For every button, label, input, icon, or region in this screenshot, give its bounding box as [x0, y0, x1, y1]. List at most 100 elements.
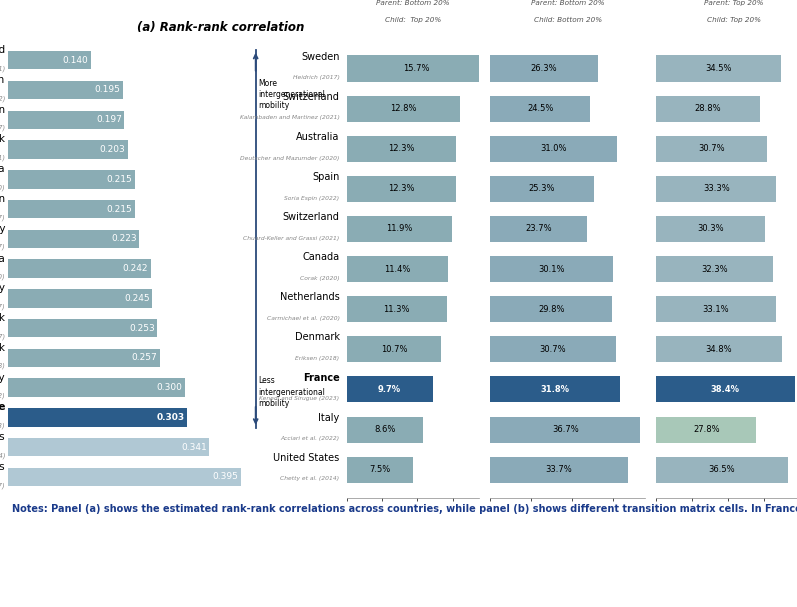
Text: Sweden: Sweden	[301, 52, 340, 62]
Bar	[8, 408, 186, 427]
Text: More
intergenerational
mobility: More intergenerational mobility	[258, 79, 325, 110]
Text: Denmark: Denmark	[0, 313, 5, 323]
Bar	[347, 55, 485, 81]
Bar	[8, 110, 124, 129]
Text: Parent: Bottom 20%: Parent: Bottom 20%	[376, 1, 450, 7]
Text: 33.3%: 33.3%	[703, 185, 729, 194]
Text: Australia: Australia	[0, 164, 5, 174]
Text: 24.5%: 24.5%	[527, 104, 554, 113]
Text: Heidrich (2017): Heidrich (2017)	[0, 125, 5, 131]
Text: 12.8%: 12.8%	[390, 104, 417, 113]
Text: Italy: Italy	[318, 413, 340, 422]
Text: United States: United States	[0, 462, 5, 472]
Text: 25.3%: 25.3%	[528, 185, 556, 194]
Text: 0.395: 0.395	[213, 472, 238, 481]
Text: Heidrich (2017): Heidrich (2017)	[292, 75, 340, 80]
Text: 12.3%: 12.3%	[388, 144, 414, 153]
Text: 0.223: 0.223	[112, 234, 137, 243]
Text: 0.341: 0.341	[181, 443, 206, 452]
Text: Soria Espin (2022): Soria Espin (2022)	[285, 195, 340, 201]
Text: Australia: Australia	[296, 132, 340, 142]
Text: Kenedi and Sirugue (2023): Kenedi and Sirugue (2023)	[0, 422, 5, 429]
Text: 0.203: 0.203	[100, 145, 125, 154]
Text: Sweden: Sweden	[0, 194, 5, 204]
Text: 7.5%: 7.5%	[369, 465, 391, 474]
Bar	[657, 176, 776, 202]
Bar	[347, 136, 456, 162]
Bar	[490, 95, 591, 121]
Text: Soria Espin (2022): Soria Espin (2022)	[0, 95, 5, 101]
Text: 30.1%: 30.1%	[539, 265, 565, 274]
Text: 30.7%: 30.7%	[540, 345, 567, 354]
Text: 0.195: 0.195	[95, 86, 120, 95]
Text: Denmark: Denmark	[295, 333, 340, 342]
Bar	[8, 348, 159, 367]
Bar	[657, 256, 772, 282]
Text: 31.8%: 31.8%	[540, 385, 570, 394]
Bar	[490, 376, 620, 402]
Text: Sweden: Sweden	[0, 104, 5, 115]
Bar	[490, 55, 598, 81]
Text: Netherlands: Netherlands	[280, 293, 340, 302]
Text: (a) Rank-rank correlation: (a) Rank-rank correlation	[136, 21, 304, 34]
Bar	[657, 136, 767, 162]
Text: 10.7%: 10.7%	[381, 345, 407, 354]
Text: 30.3%: 30.3%	[697, 225, 724, 234]
Text: United States: United States	[273, 453, 340, 463]
Text: Helse (2021): Helse (2021)	[0, 155, 5, 161]
Text: 12.3%: 12.3%	[388, 185, 414, 194]
Text: Bratberg et al. (2017): Bratberg et al. (2017)	[0, 304, 5, 310]
Bar	[347, 456, 413, 483]
Text: Germany: Germany	[0, 283, 5, 293]
Text: France: France	[0, 402, 5, 412]
Text: 32.3%: 32.3%	[701, 265, 728, 274]
Bar	[490, 456, 628, 483]
Text: Spain: Spain	[312, 172, 340, 182]
Text: Kenedi and Sirugue (2023): Kenedi and Sirugue (2023)	[260, 396, 340, 401]
Bar	[8, 259, 151, 278]
Text: Landerso and Heckman (2017): Landerso and Heckman (2017)	[0, 333, 5, 340]
Text: 0.197: 0.197	[96, 115, 122, 124]
Text: Chuard-Keller and Grassi (2021): Chuard-Keller and Grassi (2021)	[243, 236, 340, 241]
Text: Switzerland: Switzerland	[283, 212, 340, 222]
Text: 8.6%: 8.6%	[374, 425, 395, 434]
Text: Bratberg et al. (2017): Bratberg et al. (2017)	[0, 214, 5, 221]
Text: 31.0%: 31.0%	[540, 144, 567, 153]
Text: 0.300: 0.300	[157, 383, 183, 392]
Text: 34.8%: 34.8%	[705, 345, 732, 354]
Text: 28.8%: 28.8%	[695, 104, 721, 113]
Text: Kalambaden and Martinez (2021): Kalambaden and Martinez (2021)	[240, 115, 340, 120]
Bar	[490, 136, 617, 162]
Text: Parent: Top 20%: Parent: Top 20%	[704, 1, 764, 7]
Text: Corak (2020): Corak (2020)	[300, 276, 340, 281]
Text: Switzerland: Switzerland	[0, 45, 5, 55]
Text: 0.215: 0.215	[107, 175, 132, 184]
Bar	[657, 376, 795, 402]
Text: France: France	[303, 373, 340, 382]
Text: 26.3%: 26.3%	[531, 64, 557, 73]
Bar	[347, 416, 422, 443]
Text: Child: Top 20%: Child: Top 20%	[707, 16, 761, 22]
Bar	[8, 51, 91, 69]
Bar	[347, 95, 460, 121]
Bar	[8, 438, 209, 456]
Text: 27.8%: 27.8%	[693, 425, 720, 434]
Text: Acciari et al. (2022): Acciari et al. (2022)	[281, 436, 340, 441]
Text: 0.242: 0.242	[123, 264, 148, 273]
Bar	[8, 289, 152, 308]
Text: Carmichael et al. (2020): Carmichael et al. (2020)	[267, 316, 340, 321]
Text: 0.253: 0.253	[129, 324, 155, 333]
Text: Bratberg et al. (2017): Bratberg et al. (2017)	[0, 244, 5, 251]
Bar	[490, 176, 594, 202]
Bar	[347, 376, 433, 402]
Text: Canada: Canada	[303, 253, 340, 262]
Text: 34.5%: 34.5%	[705, 64, 732, 73]
Bar	[657, 296, 775, 322]
Bar	[657, 456, 787, 483]
Text: 0.140: 0.140	[62, 56, 88, 65]
Text: 0.257: 0.257	[132, 353, 157, 362]
Text: Acciari, Polo and Violante (2022): Acciari, Polo and Violante (2022)	[0, 393, 5, 399]
Text: 29.8%: 29.8%	[538, 305, 564, 314]
Text: 11.4%: 11.4%	[384, 265, 410, 274]
Text: 38.4%: 38.4%	[711, 385, 740, 394]
